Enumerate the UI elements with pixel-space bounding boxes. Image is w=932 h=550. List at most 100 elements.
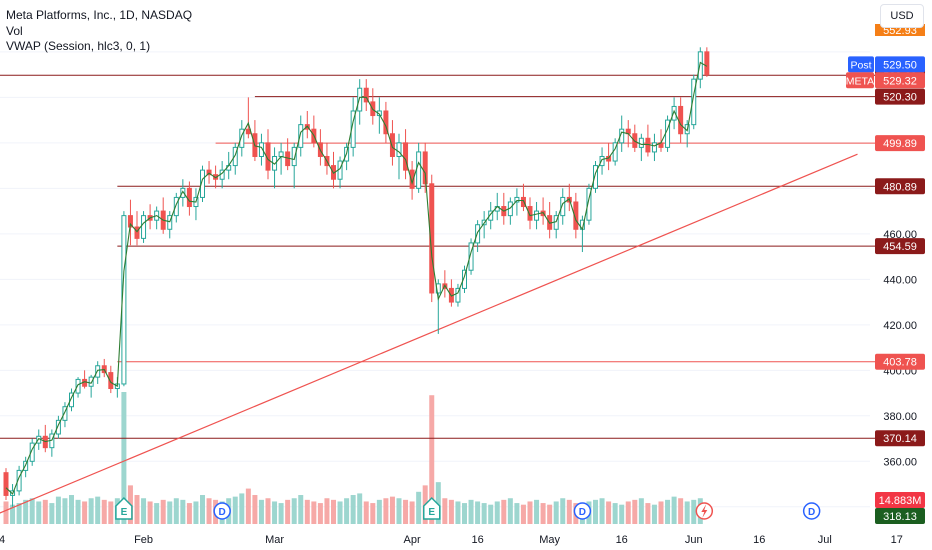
volume-bar	[3, 501, 9, 524]
candle-body	[16, 469, 22, 492]
volume-bar	[684, 501, 690, 524]
volume-bar	[350, 495, 356, 524]
volume-bar	[383, 498, 389, 524]
candle-body	[599, 155, 605, 167]
volume-bar	[291, 498, 297, 524]
volume-bar	[278, 503, 284, 524]
volume-bar	[147, 501, 153, 524]
volume-bar	[154, 503, 160, 524]
earnings-marker	[115, 496, 133, 520]
volume-bar	[186, 503, 192, 524]
level-badge-bg	[875, 178, 925, 195]
volume-bar	[363, 501, 369, 524]
volume-bar	[160, 499, 166, 524]
volume-bar	[625, 501, 631, 524]
candle-body	[573, 201, 579, 230]
volume-bar	[36, 501, 42, 524]
volume-bar	[239, 493, 245, 524]
volume-bar	[416, 491, 422, 524]
horizontal-levels[interactable]	[0, 74, 875, 439]
candle-body	[3, 472, 9, 496]
x-tick-label: Jul	[818, 534, 832, 546]
volume-bar	[619, 504, 625, 524]
vwap-path	[5, 61, 708, 495]
candle-body	[671, 105, 677, 121]
post-label-bg	[848, 56, 874, 73]
high-badge-text: 552.93	[883, 25, 917, 37]
dividend-marker	[213, 502, 231, 520]
dividend-marker	[573, 502, 592, 520]
candle-body	[638, 137, 644, 148]
volume-bar	[88, 498, 94, 524]
volume-bar	[678, 498, 684, 524]
volume-bar	[462, 503, 467, 524]
candle-body	[396, 142, 402, 157]
volume-bar	[180, 499, 186, 524]
price-axis[interactable]: 340.00360.00380.00400.00420.00440.00460.…	[883, 92, 917, 513]
x-tick-label: 16	[616, 534, 628, 546]
currency-button[interactable]: USD	[880, 4, 924, 28]
volume-bar	[475, 501, 481, 524]
dividend-letter: D	[219, 507, 226, 518]
volume-bar	[651, 504, 657, 524]
x-tick-label: Feb	[134, 534, 153, 546]
candle-body	[416, 151, 422, 189]
post-value-bg	[875, 56, 925, 73]
time-axis[interactable]: 2024 Feb Mar Apr 16 May 16 Jun 16 Jul 17	[0, 534, 903, 546]
candle-body	[697, 51, 703, 80]
volume-bar	[448, 499, 454, 524]
candle-body	[258, 142, 264, 157]
volume-bar	[42, 499, 48, 524]
volume-bar	[357, 493, 363, 524]
symbol-title[interactable]: Meta Platforms, Inc., 1D, NASDAQ	[6, 8, 193, 22]
volume-bar	[403, 499, 409, 524]
volume-bar	[527, 501, 533, 524]
x-tick-label: Mar	[265, 534, 284, 546]
candle-body	[409, 169, 415, 189]
level-badge-text: 499.89	[883, 138, 917, 150]
level-badge-bg	[875, 430, 925, 447]
event-markers[interactable]: E ED D D	[115, 496, 821, 520]
candle-body	[200, 169, 205, 198]
volume-bar	[265, 498, 271, 524]
candle-body	[186, 187, 192, 208]
volume-bar	[501, 499, 507, 524]
trendline[interactable]	[0, 153, 858, 516]
volume-bar	[134, 495, 140, 524]
volume-bar	[658, 501, 664, 524]
volume-bar	[298, 495, 304, 524]
candle-body	[488, 210, 494, 221]
volume-bar	[560, 498, 566, 524]
candle-body	[134, 226, 140, 239]
volume-bar	[101, 499, 107, 524]
volume-bar	[95, 496, 101, 524]
candle-body	[180, 187, 186, 198]
candle-body	[462, 269, 467, 289]
dividend-letter: D	[579, 507, 586, 518]
y-tick-label: 440.00	[883, 274, 917, 286]
volume-bar	[534, 499, 540, 524]
candle-body	[527, 206, 533, 221]
volume-bar	[612, 503, 618, 524]
volume-bar	[55, 496, 61, 524]
meta-value-bg	[875, 72, 925, 89]
volume-bar	[468, 499, 474, 524]
candle-body	[298, 124, 304, 148]
volume-bar	[429, 395, 435, 524]
ascending-trendline	[0, 153, 858, 514]
volume-bars	[3, 392, 703, 524]
vwap-indicator-label[interactable]: VWAP (Session, hlc3, 0, 1)	[6, 39, 151, 53]
meta-value: 529.32	[883, 75, 917, 87]
candle-body	[560, 196, 566, 217]
volume-bar	[481, 503, 487, 524]
candle-body	[593, 165, 598, 189]
volume-indicator-label[interactable]: Vol	[6, 23, 23, 38]
volume-bar	[337, 501, 343, 524]
candle-body	[232, 146, 238, 167]
level-badge-text: 520.30	[883, 92, 917, 104]
volume-bar	[108, 501, 114, 524]
y-tick-label: 360.00	[883, 456, 917, 468]
volume-bar	[409, 501, 415, 524]
volume-bar	[442, 498, 448, 524]
